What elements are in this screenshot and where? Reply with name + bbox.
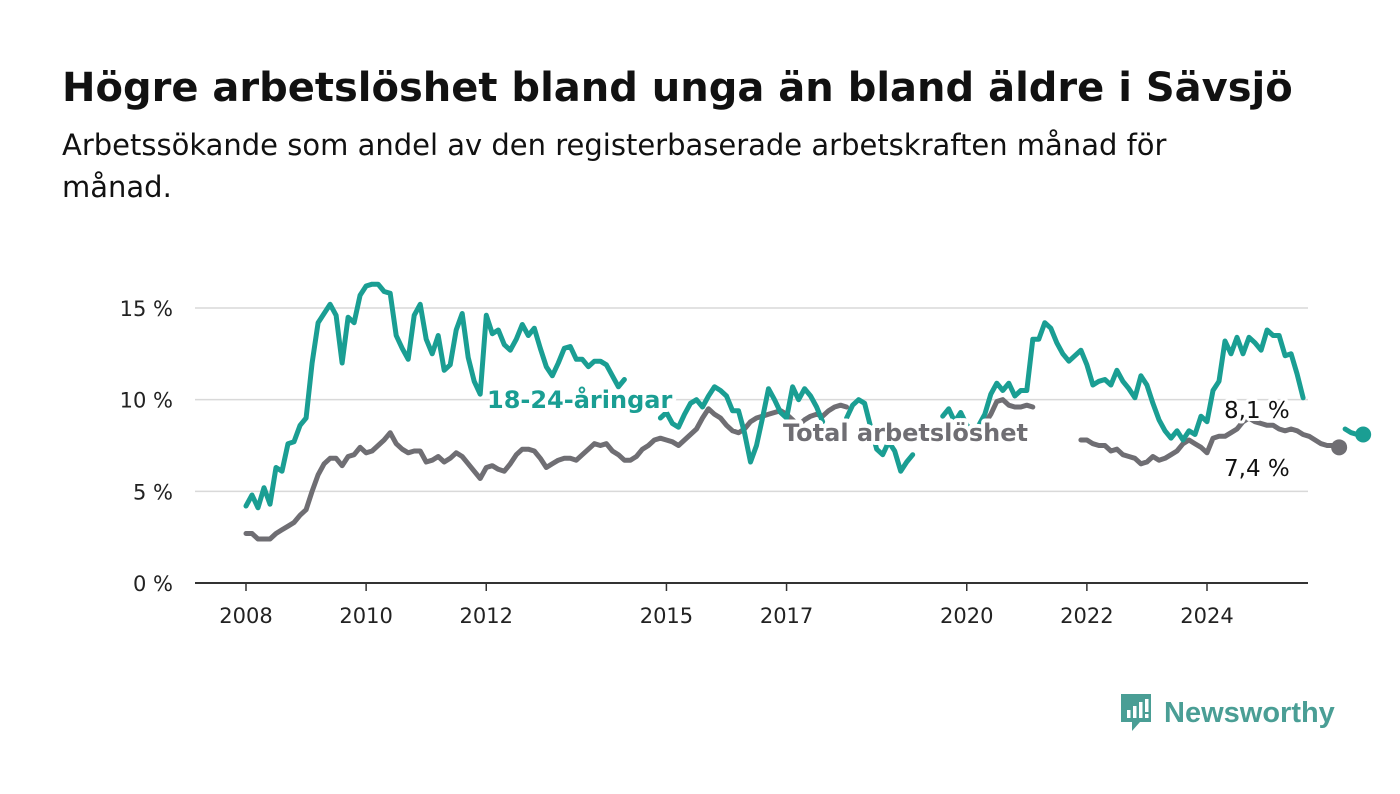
- series-line-youth: [243, 281, 627, 511]
- y-tick-label: 5 %: [133, 480, 173, 504]
- series-line-total: [1078, 415, 1342, 467]
- chart-title: Högre arbetslöshet bland unga än bland ä…: [62, 65, 1293, 111]
- series-line-youth: [844, 397, 916, 474]
- series-label-total: Total arbetslöshet: [783, 419, 1028, 447]
- series-line-youth: [940, 320, 1306, 443]
- series-label-youth-halo: 18-24-åringar: [487, 385, 672, 414]
- series-end-dot: [1331, 439, 1348, 456]
- end-label-youth-halo: 8,1 %: [1224, 398, 1290, 424]
- x-tick-label: 2024: [1180, 604, 1233, 628]
- series-line-total: [982, 397, 1036, 426]
- series-line-total: [922, 428, 940, 443]
- series-label-total-halo: Total arbetslöshet: [783, 419, 1028, 447]
- y-tick-label: 10 %: [120, 389, 173, 413]
- y-tick-label: 0 %: [133, 572, 173, 596]
- chart-subtitle: Arbetssökande som andel av den registerb…: [62, 128, 1167, 204]
- series-line-total: [243, 402, 850, 542]
- y-tick-label: 15 %: [120, 297, 173, 321]
- x-tick-label: 2022: [1060, 604, 1113, 628]
- x-tick-label: 2017: [760, 604, 813, 628]
- series-end-dot: [1355, 426, 1372, 443]
- series-line-youth: [657, 384, 826, 465]
- x-tick-label: 2012: [460, 604, 513, 628]
- gridlines: [195, 307, 1308, 493]
- x-tick-label: 2015: [640, 604, 693, 628]
- brand-name: Newsworthy: [1164, 696, 1335, 729]
- x-axis-ticks: 2008 2010 2012 2015 2017 2020 2022 2024: [219, 583, 1234, 628]
- newsworthy-brand[interactable]: Newsworthy: [1118, 690, 1335, 736]
- x-tick-label: 2020: [940, 604, 993, 628]
- y-axis-ticks: 0 % 5 % 10 % 15 %: [120, 297, 173, 596]
- end-label-total-halo: 7,4 %: [1224, 456, 1290, 482]
- end-label-youth: 8,1 %: [1224, 398, 1290, 424]
- x-tick-label: 2010: [339, 604, 392, 628]
- newsworthy-logo-icon: [1121, 694, 1151, 731]
- series-label-youth: 18-24-åringar: [487, 385, 672, 414]
- end-label-total: 7,4 %: [1224, 456, 1290, 482]
- x-tick-label: 2008: [219, 604, 272, 628]
- series-lines: [243, 281, 1372, 542]
